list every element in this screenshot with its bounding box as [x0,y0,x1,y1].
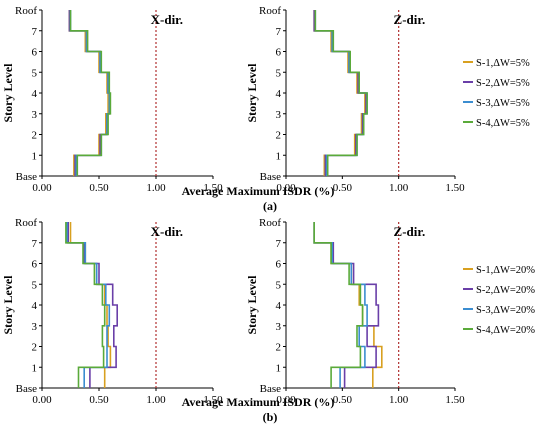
x-tick-label: 1.50 [445,394,465,406]
legend-label: S-3,ΔW=20% [476,305,535,316]
y-tick-label: 4 [276,88,282,100]
series-line-s-1 [68,10,109,176]
y-tick-label: 2 [32,130,38,142]
y-tick-label: Base [16,171,38,183]
panel-label-a: (a) [263,199,277,213]
y-tick-label: Roof [259,5,281,17]
y-tick-label: 7 [276,238,282,250]
legend-label: S-3,ΔW=5% [476,98,530,109]
legend-label: S-1,ΔW=5% [476,58,530,69]
series-line-s-2 [68,10,111,176]
chart-panel-b-z: Base 1 2 3 4 5 6 7 Roof 0.00 0.50 1.00 1.50 Story Lev… [245,217,465,406]
y-tick-label: 1 [276,150,282,162]
series-line-s-4 [69,10,112,176]
x-tick-label: 0.00 [276,394,296,406]
series-line-s-3 [66,222,111,388]
x-tick-label: 1.50 [203,182,223,194]
y-axis-label: Story Level [245,63,259,123]
x-tick-label: 1.50 [203,394,223,406]
series-line-s-4 [65,222,106,388]
x-tick-label: 1.00 [146,394,166,406]
x-tick-label: 0.50 [333,182,353,194]
legend-label: S-1,ΔW=20% [476,265,535,276]
y-tick-label: 2 [276,342,282,354]
x-tick-label: 0.50 [333,394,353,406]
y-tick-label: 7 [32,26,38,38]
series-line-s-2 [313,10,367,176]
legend-label: S-4,ΔW=5% [476,118,530,129]
y-tick-label: 7 [32,238,38,250]
y-tick-label: 5 [32,279,38,291]
series-line-s-4 [314,10,368,176]
direction-title: Z-dir. [394,224,426,239]
y-tick-label: 3 [32,321,38,333]
y-tick-label: 5 [276,279,282,291]
legend-label: S-2,ΔW=20% [476,285,535,296]
x-tick-label: 1.50 [445,182,465,194]
x-tick-label: 1.00 [389,394,409,406]
series-line-s-4 [313,222,364,388]
y-tick-label: 3 [32,109,38,121]
y-tick-label: 2 [32,342,38,354]
y-tick-label: 5 [32,67,38,79]
x-tick-label: 0.00 [32,182,52,194]
x-axis-label-b: Average Maximum ISDR (%) [182,395,335,409]
y-tick-label: 3 [276,321,282,333]
x-axis-label-a: Average Maximum ISDR (%) [182,184,335,198]
y-axis-label: Story Level [245,275,259,335]
x-tick-label: 0.50 [89,182,109,194]
x-tick-label: 0.00 [32,394,52,406]
y-tick-label: 3 [276,109,282,121]
x-tick-label: 0.50 [89,394,109,406]
y-tick-label: 4 [32,88,38,100]
y-tick-label: Base [260,171,282,183]
chart-panel-b-x: Base 1 2 3 4 5 6 7 Roof 0.00 0.50 1.00 1.50 Story Lev… [1,217,223,406]
x-tick-label: 1.00 [146,182,166,194]
y-tick-label: Base [260,383,282,395]
series-line-s-2 [313,222,380,388]
direction-title: X-dir. [151,12,183,27]
series-line-s-1 [313,222,383,388]
direction-title: Z-dir. [394,12,426,27]
y-tick-label: 6 [32,259,38,271]
y-tick-label: 4 [32,300,38,312]
series-line-s-3 [313,222,368,388]
y-axis-label: Story Level [1,63,15,123]
y-tick-label: 1 [32,362,38,374]
panel-label-b: (b) [263,410,278,424]
legend-b: S-1,ΔW=20% S-2,ΔW=20% S-3,ΔW=20% S-4,ΔW=20% [463,265,535,336]
y-tick-label: Base [16,383,38,395]
legend-label: S-4,ΔW=20% [476,325,535,336]
y-tick-label: 4 [276,300,282,312]
chart-panel-a-z: Base 1 2 3 4 5 6 7 Roof 0.00 0.50 1.00 1.50 Story Lev… [245,5,465,194]
y-tick-label: Roof [259,217,281,229]
series-line-s-2 [67,222,118,388]
y-tick-label: 1 [32,150,38,162]
legend-a: S-1,ΔW=5% S-2,ΔW=5% S-3,ΔW=5% S-4,ΔW=5% [463,58,530,129]
y-tick-label: 6 [32,47,38,59]
legend-label: S-2,ΔW=5% [476,78,530,89]
x-tick-label: 1.00 [389,182,409,194]
chart-panel-a-x: Base 1 2 3 4 5 6 7 Roof 0.00 0.50 1.00 1.50 Story Lev… [1,5,223,194]
y-tick-label: 2 [276,130,282,142]
x-tick-label: 0.00 [276,182,296,194]
y-tick-label: 6 [276,47,282,59]
direction-title: X-dir. [151,224,183,239]
series-line-s-3 [69,10,111,176]
y-tick-label: Roof [15,217,37,229]
y-tick-label: 6 [276,259,282,271]
y-tick-label: 5 [276,67,282,79]
y-tick-label: Roof [15,5,37,17]
y-axis-label: Story Level [1,275,15,335]
y-tick-label: 7 [276,26,282,38]
y-tick-label: 1 [276,362,282,374]
